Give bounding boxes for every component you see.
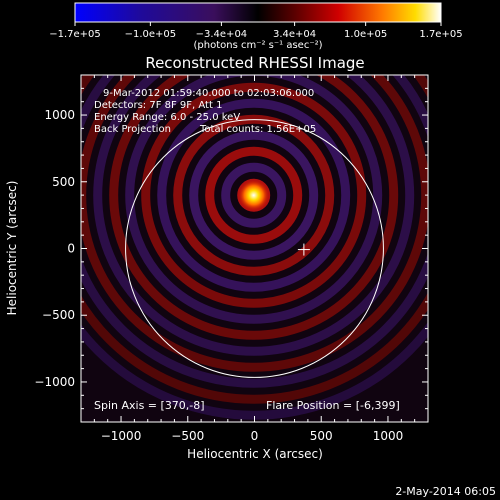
sidelobe-ring xyxy=(221,162,287,228)
sidelobe-ring xyxy=(157,98,351,292)
colorbar-unit-label: (photons cm⁻² s⁻¹ asec⁻²) xyxy=(193,40,322,51)
colorbar-tick-label: −1.0e+05 xyxy=(125,29,177,40)
x-tick-label: −1000 xyxy=(101,429,142,443)
annotation-total-counts: Total counts: 1.56E+05 xyxy=(199,124,316,135)
heatmap-image xyxy=(81,75,428,422)
colorbar-tick-label: 1.0e+05 xyxy=(344,29,387,40)
annotation-flare-position: Flare Position = [-6,399] xyxy=(266,399,400,412)
colorbar xyxy=(75,3,441,22)
annotation-energy-range: Energy Range: 6.0 - 25.0 keV xyxy=(94,112,240,123)
footer-date: 2-May-2014 06:05 xyxy=(395,485,496,498)
sidelobe-ring xyxy=(141,82,367,308)
annotation-method: Back Projection xyxy=(94,124,171,135)
solar-limb xyxy=(125,119,384,378)
colorbar-frame xyxy=(74,2,442,23)
sidelobe-ring xyxy=(109,75,399,340)
colorbar-tick-label: −3.4e+04 xyxy=(196,29,248,40)
y-axis: 1000 500 0 −500 −1000 xyxy=(34,87,428,410)
sidelobe-ring xyxy=(81,75,428,388)
y-tick-label: −500 xyxy=(42,308,75,322)
x-tick-label: 500 xyxy=(310,429,333,443)
sidelobe-ring xyxy=(205,146,303,244)
colorbar-tick-label: 3.4e+04 xyxy=(273,29,316,40)
y-tick-label: −1000 xyxy=(34,375,75,389)
y-tick-label: 500 xyxy=(52,175,75,189)
colorbar-tick-label: 1.7e+05 xyxy=(419,29,462,40)
annotation-time-range: 9-Mar-2012 01:59:40.000 to 02:03:06.000 xyxy=(103,88,314,99)
x-axis-label: Heliocentric X (arcsec) xyxy=(187,447,323,461)
sidelobe-ring xyxy=(93,75,415,356)
x-tick-label: 1000 xyxy=(373,429,404,443)
sidelobe-ring xyxy=(125,75,383,324)
colorbar-ticks: −1.7e+05 −1.0e+05 −3.4e+04 3.4e+04 1.0e+05 1.… xyxy=(49,22,463,40)
sidelobe-ring xyxy=(81,75,428,404)
x-tick-label: −500 xyxy=(171,429,204,443)
flare-core xyxy=(237,179,270,212)
sidelobe-ring xyxy=(189,130,319,260)
sidelobe-ring xyxy=(81,321,428,420)
x-axis: −1000 −500 0 500 1000 xyxy=(93,75,416,443)
y-tick-label: 1000 xyxy=(44,108,75,122)
annotation-detectors: Detectors: 7F 8F 9F, Att 1 xyxy=(94,100,222,111)
spin-axis-marker xyxy=(297,243,310,256)
y-tick-label: 0 xyxy=(67,242,75,256)
annotation-spin-axis: Spin Axis = [370,-8] xyxy=(94,399,205,412)
colorbar-tick-label: −1.7e+05 xyxy=(49,29,101,40)
y-axis-label: Heliocentric Y (arcsec) xyxy=(5,181,19,316)
x-tick-label: 0 xyxy=(251,429,259,443)
chart-title: Reconstructed RHESSI Image xyxy=(145,54,364,72)
